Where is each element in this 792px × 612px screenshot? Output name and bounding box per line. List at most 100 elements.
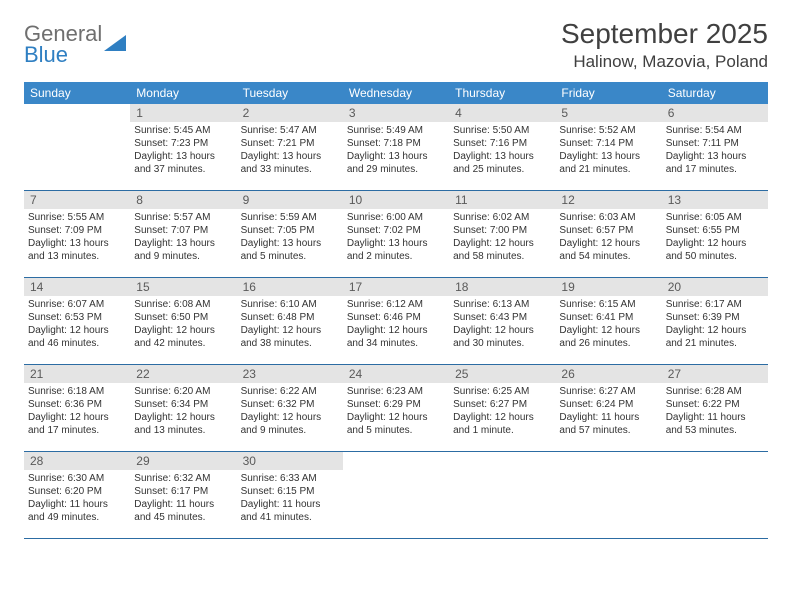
sunrise-line: Sunrise: 6:10 AM — [241, 298, 339, 311]
calendar-cell: 8Sunrise: 5:57 AMSunset: 7:07 PMDaylight… — [130, 191, 236, 277]
calendar-cell: 4Sunrise: 5:50 AMSunset: 7:16 PMDaylight… — [449, 104, 555, 190]
day-number: 25 — [449, 365, 555, 383]
calendar-cell: 7Sunrise: 5:55 AMSunset: 7:09 PMDaylight… — [24, 191, 130, 277]
cell-body: Sunrise: 6:07 AMSunset: 6:53 PMDaylight:… — [24, 296, 130, 356]
sunrise-line: Sunrise: 6:00 AM — [347, 211, 445, 224]
sunrise-line: Sunrise: 6:17 AM — [666, 298, 764, 311]
daylight-line: Daylight: 12 hours and 34 minutes. — [347, 324, 445, 350]
calendar-cell — [24, 104, 130, 190]
daylight-line: Daylight: 13 hours and 5 minutes. — [241, 237, 339, 263]
sunset-line: Sunset: 6:39 PM — [666, 311, 764, 324]
cell-body: Sunrise: 5:52 AMSunset: 7:14 PMDaylight:… — [555, 122, 661, 182]
calendar-cell: 26Sunrise: 6:27 AMSunset: 6:24 PMDayligh… — [555, 365, 661, 451]
daylight-line: Daylight: 12 hours and 30 minutes. — [453, 324, 551, 350]
sunset-line: Sunset: 6:32 PM — [241, 398, 339, 411]
day-of-week-header: Thursday — [449, 82, 555, 104]
sunset-line: Sunset: 6:29 PM — [347, 398, 445, 411]
calendar-cell: 23Sunrise: 6:22 AMSunset: 6:32 PMDayligh… — [237, 365, 343, 451]
day-number: 23 — [237, 365, 343, 383]
daylight-line: Daylight: 12 hours and 50 minutes. — [666, 237, 764, 263]
calendar-cell: 1Sunrise: 5:45 AMSunset: 7:23 PMDaylight… — [130, 104, 236, 190]
day-number: 12 — [555, 191, 661, 209]
day-number: 2 — [237, 104, 343, 122]
cell-body: Sunrise: 6:28 AMSunset: 6:22 PMDaylight:… — [662, 383, 768, 443]
logo: General Blue — [24, 18, 130, 66]
week-row: 28Sunrise: 6:30 AMSunset: 6:20 PMDayligh… — [24, 452, 768, 539]
day-of-week-header: Wednesday — [343, 82, 449, 104]
daylight-line: Daylight: 13 hours and 29 minutes. — [347, 150, 445, 176]
sunrise-line: Sunrise: 5:49 AM — [347, 124, 445, 137]
calendar-cell: 2Sunrise: 5:47 AMSunset: 7:21 PMDaylight… — [237, 104, 343, 190]
daylight-line: Daylight: 13 hours and 17 minutes. — [666, 150, 764, 176]
cell-body: Sunrise: 6:13 AMSunset: 6:43 PMDaylight:… — [449, 296, 555, 356]
daylight-line: Daylight: 13 hours and 9 minutes. — [134, 237, 232, 263]
calendar-cell: 14Sunrise: 6:07 AMSunset: 6:53 PMDayligh… — [24, 278, 130, 364]
cell-body: Sunrise: 6:05 AMSunset: 6:55 PMDaylight:… — [662, 209, 768, 269]
day-number: 1 — [130, 104, 236, 122]
day-number: 30 — [237, 452, 343, 470]
daylight-line: Daylight: 12 hours and 46 minutes. — [28, 324, 126, 350]
daylight-line: Daylight: 11 hours and 49 minutes. — [28, 498, 126, 524]
sunrise-line: Sunrise: 6:03 AM — [559, 211, 657, 224]
calendar-cell: 13Sunrise: 6:05 AMSunset: 6:55 PMDayligh… — [662, 191, 768, 277]
sunrise-line: Sunrise: 6:30 AM — [28, 472, 126, 485]
day-number: 15 — [130, 278, 236, 296]
daylight-line: Daylight: 12 hours and 21 minutes. — [666, 324, 764, 350]
sunset-line: Sunset: 7:09 PM — [28, 224, 126, 237]
day-number: 7 — [24, 191, 130, 209]
cell-body: Sunrise: 6:02 AMSunset: 7:00 PMDaylight:… — [449, 209, 555, 269]
calendar-cell: 28Sunrise: 6:30 AMSunset: 6:20 PMDayligh… — [24, 452, 130, 538]
sunset-line: Sunset: 6:46 PM — [347, 311, 445, 324]
day-number: 18 — [449, 278, 555, 296]
day-number: 6 — [662, 104, 768, 122]
sunrise-line: Sunrise: 5:45 AM — [134, 124, 232, 137]
calendar-cell: 21Sunrise: 6:18 AMSunset: 6:36 PMDayligh… — [24, 365, 130, 451]
daylight-line: Daylight: 11 hours and 45 minutes. — [134, 498, 232, 524]
location: Halinow, Mazovia, Poland — [561, 52, 768, 72]
day-number: 17 — [343, 278, 449, 296]
sunrise-line: Sunrise: 6:27 AM — [559, 385, 657, 398]
sunset-line: Sunset: 6:48 PM — [241, 311, 339, 324]
daylight-line: Daylight: 13 hours and 2 minutes. — [347, 237, 445, 263]
day-of-week-header: Tuesday — [237, 82, 343, 104]
sunset-line: Sunset: 6:20 PM — [28, 485, 126, 498]
calendar-cell: 11Sunrise: 6:02 AMSunset: 7:00 PMDayligh… — [449, 191, 555, 277]
day-number: 8 — [130, 191, 236, 209]
cell-body: Sunrise: 5:47 AMSunset: 7:21 PMDaylight:… — [237, 122, 343, 182]
day-number: 14 — [24, 278, 130, 296]
sunset-line: Sunset: 6:41 PM — [559, 311, 657, 324]
sunrise-line: Sunrise: 6:08 AM — [134, 298, 232, 311]
cell-body: Sunrise: 6:25 AMSunset: 6:27 PMDaylight:… — [449, 383, 555, 443]
sunset-line: Sunset: 7:11 PM — [666, 137, 764, 150]
sunrise-line: Sunrise: 6:15 AM — [559, 298, 657, 311]
daylight-line: Daylight: 12 hours and 38 minutes. — [241, 324, 339, 350]
cell-body: Sunrise: 6:27 AMSunset: 6:24 PMDaylight:… — [555, 383, 661, 443]
sunset-line: Sunset: 7:18 PM — [347, 137, 445, 150]
sunset-line: Sunset: 7:21 PM — [241, 137, 339, 150]
day-of-week-header: Monday — [130, 82, 236, 104]
cell-body: Sunrise: 5:45 AMSunset: 7:23 PMDaylight:… — [130, 122, 236, 182]
daylight-line: Daylight: 13 hours and 13 minutes. — [28, 237, 126, 263]
daylight-line: Daylight: 11 hours and 53 minutes. — [666, 411, 764, 437]
day-number: 13 — [662, 191, 768, 209]
day-number: 24 — [343, 365, 449, 383]
sunrise-line: Sunrise: 6:25 AM — [453, 385, 551, 398]
sunrise-line: Sunrise: 5:57 AM — [134, 211, 232, 224]
cell-body: Sunrise: 6:15 AMSunset: 6:41 PMDaylight:… — [555, 296, 661, 356]
sunset-line: Sunset: 6:27 PM — [453, 398, 551, 411]
month-title: September 2025 — [561, 18, 768, 50]
daylight-line: Daylight: 13 hours and 33 minutes. — [241, 150, 339, 176]
cell-body: Sunrise: 6:20 AMSunset: 6:34 PMDaylight:… — [130, 383, 236, 443]
cell-body: Sunrise: 6:18 AMSunset: 6:36 PMDaylight:… — [24, 383, 130, 443]
cell-body: Sunrise: 5:54 AMSunset: 7:11 PMDaylight:… — [662, 122, 768, 182]
day-number: 19 — [555, 278, 661, 296]
calendar-cell: 27Sunrise: 6:28 AMSunset: 6:22 PMDayligh… — [662, 365, 768, 451]
sunset-line: Sunset: 7:02 PM — [347, 224, 445, 237]
sunrise-line: Sunrise: 6:13 AM — [453, 298, 551, 311]
week-row: 14Sunrise: 6:07 AMSunset: 6:53 PMDayligh… — [24, 278, 768, 365]
day-number: 26 — [555, 365, 661, 383]
cell-body: Sunrise: 5:59 AMSunset: 7:05 PMDaylight:… — [237, 209, 343, 269]
daylight-line: Daylight: 13 hours and 21 minutes. — [559, 150, 657, 176]
weeks-container: 1Sunrise: 5:45 AMSunset: 7:23 PMDaylight… — [24, 104, 768, 539]
sunset-line: Sunset: 6:15 PM — [241, 485, 339, 498]
